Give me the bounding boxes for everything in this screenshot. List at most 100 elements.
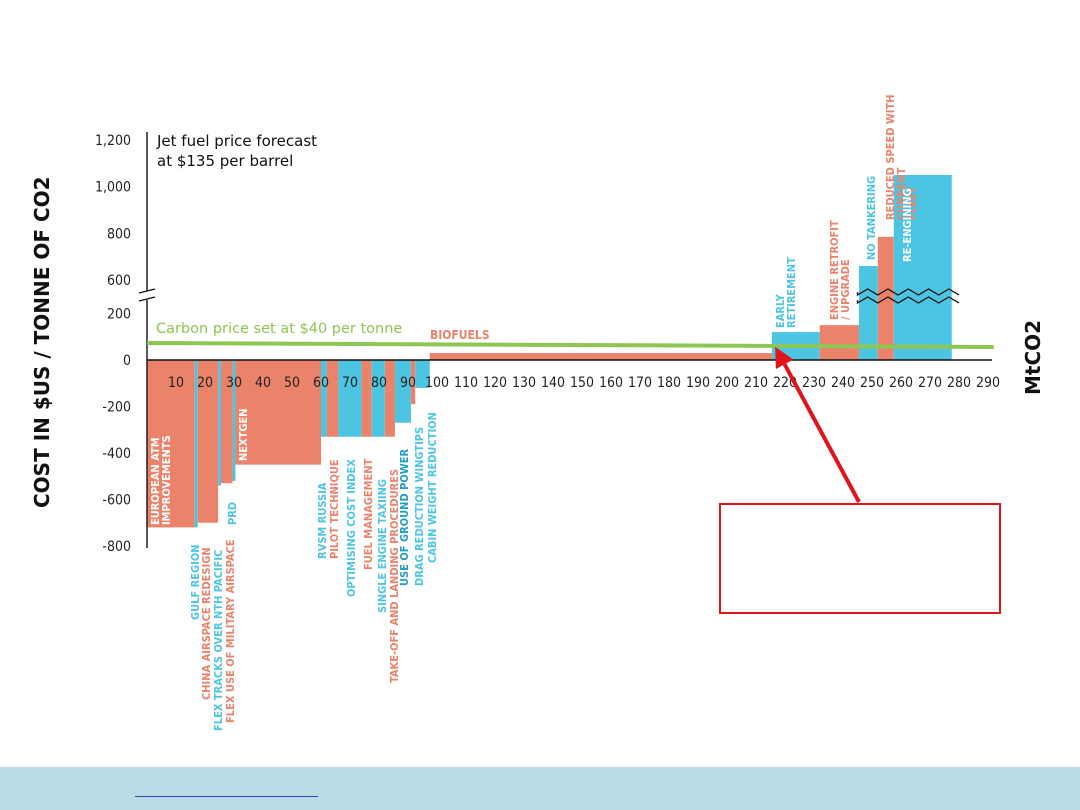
- bar-prd: [232, 360, 236, 481]
- bar-re-engining: [893, 175, 952, 360]
- forecast-note-line-1: Jet fuel price forecast: [156, 132, 317, 150]
- axes-layer: 600 800 1,000 1,200 200 0 -200 -400 -600 -800 10 20…: [30, 132, 1045, 555]
- bar-label-engine-retrofit: / UPGRADE: [839, 259, 852, 320]
- bar-label-nextgen: NEXTGEN: [237, 408, 250, 461]
- labels-layer: Jet fuel price forecast at $135 per barre…: [149, 94, 919, 731]
- bar-optimising-cost-index: [338, 360, 362, 437]
- x-tick-label: 170: [628, 375, 652, 391]
- callout-box: [719, 503, 1001, 614]
- bar-label-early-retirement: RETIREMENT: [785, 257, 798, 328]
- x-tick-label: 180: [657, 375, 681, 391]
- bar-label-single-engine-taxiing: SINGLE ENGINE TAXIING: [376, 479, 389, 613]
- bar-european-atm-improvements: [147, 360, 195, 528]
- bar-label-re-engining: RE-ENGINING: [901, 188, 914, 262]
- bar-label-engine-retrofit: ENGINE RETROFIT: [828, 220, 841, 320]
- x-tick-label: 80: [371, 375, 387, 391]
- x-tick-label: 50: [284, 375, 300, 391]
- bar-engine-retrofit-upgrade: [819, 325, 859, 360]
- y-tick-label: 800: [107, 226, 131, 242]
- x-tick-label: 70: [342, 375, 358, 391]
- x-tick-label: 100: [425, 375, 449, 391]
- bar-label-rvsm-russia: RVSM RUSSIA: [316, 482, 329, 559]
- bar-label-fuel-management: FUEL MANAGEMENT: [362, 458, 375, 570]
- x-tick-label: 90: [400, 375, 416, 391]
- bar-label-reduced-speed: REDUCED SPEED WITH: [884, 94, 897, 220]
- bar-flex-use-of-military-airspace: [220, 360, 233, 484]
- bar-label-prd: PRD: [226, 502, 239, 525]
- bar-label-drag-reduction: DRAG REDUCTION WINGTIPS: [413, 427, 426, 586]
- bar-take-off-and-landing-procedures: [384, 360, 395, 437]
- bar-label-european-atm: IMPROVEMENTS: [160, 435, 173, 525]
- bar-label-pilot-technique: PILOT TECHNIQUE: [328, 459, 341, 559]
- bar-label-no-tankering: NO TANKERING: [865, 176, 878, 260]
- overlay-layer: [146, 341, 994, 503]
- y-axis-break-bottom: [138, 296, 156, 302]
- bar-label-flex-military: FLEX USE OF MILITARY AIRSPACE: [224, 539, 237, 723]
- bar-biofuels: [429, 353, 772, 360]
- x-tick-label: 250: [860, 375, 884, 391]
- x-tick-label: 230: [802, 375, 826, 391]
- y-tick-label: -600: [102, 493, 131, 509]
- y-tick-label: 0: [123, 353, 131, 369]
- y-tick-label: -800: [102, 539, 131, 555]
- y-tick-label: 600: [107, 273, 131, 289]
- bar-rvsm-russia: [321, 360, 327, 437]
- bar-label-early-retirement: EARLY: [774, 293, 787, 328]
- bar-use-of-ground-power: [394, 360, 411, 423]
- x-tick-label: 130: [512, 375, 536, 391]
- bar-gulf-region: [194, 360, 198, 528]
- x-tick-label: 270: [918, 375, 942, 391]
- x-tick-label: 40: [255, 375, 271, 391]
- x-tick-label: 280: [947, 375, 971, 391]
- bar-label-china-airspace: CHINA AIRSPACE REDESIGN: [200, 547, 213, 700]
- bar-label-reduced-speed: FLEET: [906, 186, 919, 220]
- x-tick-label: 150: [570, 375, 594, 391]
- axis-break-mark-bottom: [856, 296, 960, 305]
- bar-flex-tracks-over-nth-pacific: [218, 360, 221, 486]
- x-tick-label: 210: [744, 375, 768, 391]
- bars-layer: [147, 175, 952, 528]
- y-tick-label: 1,200: [95, 133, 131, 149]
- bar-single-engine-taxiing: [371, 360, 385, 437]
- y-tick-label: -400: [102, 446, 131, 462]
- bar-nextgen: [235, 360, 321, 465]
- x-tick-label: 160: [599, 375, 623, 391]
- carbon-price-label: Carbon price set at $40 per tonne: [156, 321, 402, 337]
- bar-label-reduced-speed: CURRENT: [895, 167, 908, 220]
- y-axis-break-top: [138, 288, 156, 294]
- footer-band: [0, 767, 1080, 810]
- forecast-note-line-2: at $135 per barrel: [157, 152, 293, 170]
- carbon-price-line: [146, 341, 994, 349]
- bar-drag-reduction-wingtips: [410, 360, 416, 405]
- bar-label-ground-power: USE OF GROUND POWER: [398, 449, 411, 586]
- y-tick-label: -200: [102, 400, 131, 416]
- x-tick-label: 260: [889, 375, 913, 391]
- x-tick-label: 240: [831, 375, 855, 391]
- x-tick-label: 60: [313, 375, 329, 391]
- x-tick-label: 20: [197, 375, 213, 391]
- bar-fuel-management: [361, 360, 372, 437]
- bar-cabin-weight-reduction: [415, 360, 430, 388]
- axis-break-mark-top: [856, 288, 960, 297]
- bar-label-cabin-weight: CABIN WEIGHT REDUCTION: [426, 412, 439, 563]
- y-axis-title: COST IN $US / TONNE OF CO2: [30, 176, 54, 508]
- x-tick-label: 190: [686, 375, 710, 391]
- callout-arrow: [775, 346, 861, 503]
- bar-label-takeoff-landing: TAKE-OFF AND LANDING PROCEDURES: [388, 469, 401, 683]
- x-tick-label: 120: [483, 375, 507, 391]
- footer-link-underline[interactable]: [135, 796, 318, 797]
- x-tick-label: 10: [168, 375, 184, 391]
- x-tick-label: 290: [976, 375, 1000, 391]
- x-tick-label: 140: [541, 375, 565, 391]
- bar-label-gulf-region: GULF REGION: [189, 544, 202, 620]
- bar-china-airspace-redesign: [197, 360, 219, 523]
- bar-no-tankering: [858, 266, 878, 360]
- bar-label-optimising-cost-index: OPTIMISING COST INDEX: [345, 459, 358, 597]
- bar-label-flex-tracks: FLEX TRACKS OVER NTH PACIFIC: [212, 550, 225, 731]
- y-tick-label: 200: [107, 307, 131, 323]
- bar-label-biofuels: BIOFUELS: [430, 328, 490, 342]
- y-tick-label: 1,000: [95, 180, 131, 196]
- x-tick-label: 30: [226, 375, 242, 391]
- x-tick-label: 200: [715, 375, 739, 391]
